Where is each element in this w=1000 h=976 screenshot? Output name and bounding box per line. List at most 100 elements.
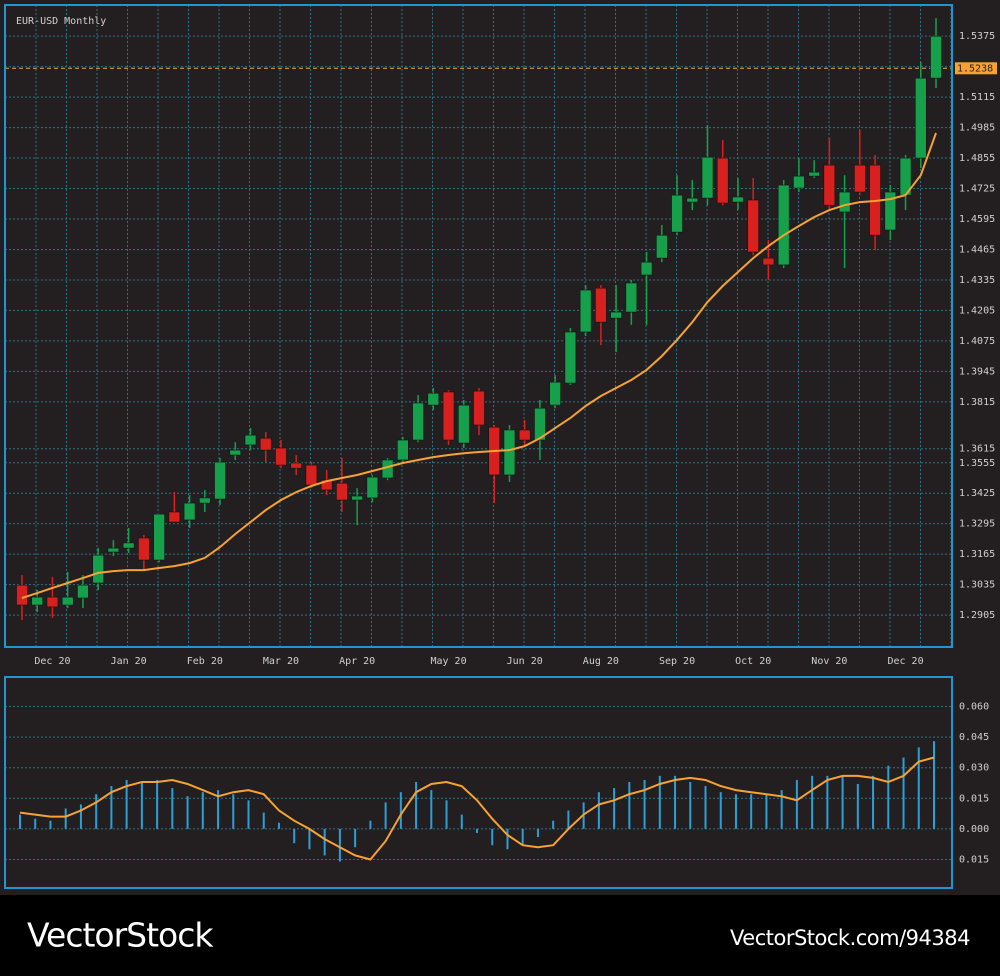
y-tick-label: 1.4725 — [959, 184, 995, 195]
oscillator-panel: 0.060 0.045 0.030 0.015 0.000 0.015 — [5, 702, 989, 865]
signal-line — [19, 756, 935, 861]
y-tick-label: 1.4335 — [959, 275, 995, 286]
moving_average-line — [21, 132, 937, 599]
y-tick-label: 1.5115 — [959, 92, 995, 103]
candle-body — [244, 434, 257, 446]
candle-body — [534, 407, 546, 441]
candle-body — [732, 196, 744, 203]
y-tick-label: 1.4205 — [959, 305, 995, 316]
histogram-bar — [430, 790, 433, 829]
histogram-bar — [521, 828, 524, 846]
histogram-bar — [826, 775, 829, 829]
histogram-bar — [384, 802, 387, 829]
candle-body — [793, 175, 805, 189]
histogram-bar — [780, 790, 783, 829]
histogram-bar — [643, 779, 646, 829]
histogram-bar — [917, 747, 920, 829]
histogram-bar — [156, 779, 159, 829]
candle-body — [61, 596, 74, 606]
y-tick-label: 0.030 — [959, 763, 989, 774]
histogram-bar — [79, 804, 82, 829]
histogram-bar — [171, 788, 174, 829]
y-tick-label: 1.4075 — [959, 336, 995, 347]
y-tick-label: 1.3555 — [959, 458, 995, 469]
histogram-bar — [856, 784, 859, 829]
y-tick-label: 1.3815 — [959, 397, 995, 408]
y-tick-label: 1.3945 — [959, 366, 995, 377]
candle-body — [138, 537, 150, 561]
candle-body — [275, 447, 287, 466]
candle-body — [31, 596, 44, 606]
footer-band — [0, 895, 1000, 976]
candle-body — [610, 311, 622, 319]
histogram-bar — [125, 779, 128, 829]
candle-body — [549, 381, 561, 406]
histogram-bar — [369, 820, 372, 829]
current-price-label: 1.5238 — [957, 63, 993, 74]
x-tick-label: Nov 20 — [811, 656, 847, 667]
candle-body — [92, 554, 104, 584]
y-tick-label: 1.3615 — [959, 444, 995, 455]
candle-body — [107, 547, 120, 553]
histogram-bar — [628, 781, 631, 829]
histogram-bar — [658, 775, 661, 829]
candle-body — [716, 157, 729, 204]
y-tick-label: 1.4855 — [959, 153, 995, 164]
histogram-bar — [491, 828, 494, 846]
candle-body — [168, 511, 181, 523]
histogram-bar — [902, 757, 905, 829]
histogram-bar — [201, 792, 204, 829]
candle-body — [595, 287, 607, 323]
histogram-bar — [689, 781, 692, 829]
candle-body — [914, 77, 927, 159]
candle-body — [838, 191, 851, 213]
x-tick-label: Mar 20 — [263, 656, 299, 667]
y-tick-label: 0.060 — [959, 702, 989, 713]
candle-body — [259, 437, 272, 451]
histogram-bar — [338, 828, 341, 862]
histogram-bar — [460, 814, 463, 829]
y-tick-label: 1.2905 — [959, 610, 995, 621]
x-tick-label: Feb 20 — [187, 656, 223, 667]
candle-body — [122, 542, 135, 549]
histogram-bar — [323, 828, 326, 856]
candle-body — [640, 261, 653, 276]
candle-body — [762, 257, 775, 266]
histogram-bar — [933, 741, 935, 829]
candle-body — [823, 164, 836, 206]
candle-body — [701, 156, 714, 199]
histogram-bar — [293, 828, 296, 844]
candle-body — [747, 199, 760, 253]
histogram-bar — [445, 800, 448, 829]
candle-body — [686, 197, 699, 203]
y-tick-label: 0.015 — [959, 793, 989, 804]
histogram-bar — [674, 775, 677, 829]
histogram-bar — [277, 822, 280, 829]
x-tick-label: May 20 — [430, 656, 466, 667]
histogram-bar — [186, 796, 189, 829]
candle-body — [183, 502, 196, 521]
histogram-bar — [110, 786, 113, 829]
candle-body — [457, 404, 470, 444]
candle-body — [290, 462, 303, 469]
histogram-bar — [719, 792, 722, 829]
y-tick-label: 1.3165 — [959, 549, 995, 560]
candle-body — [214, 461, 226, 500]
y-tick-label: 0.045 — [959, 732, 989, 743]
y-tick-label: 1.4595 — [959, 214, 995, 225]
candle-body — [777, 184, 790, 266]
candle-body — [808, 171, 820, 177]
y-tick-label: 1.4985 — [959, 123, 995, 134]
candle-body — [229, 449, 242, 456]
histogram-bar — [217, 790, 220, 829]
histogram-bar — [49, 820, 52, 829]
x-tick-label: Sep 20 — [659, 656, 695, 667]
candle-body — [397, 439, 409, 461]
histogram-bar — [597, 792, 600, 829]
histogram-bar — [140, 781, 143, 829]
price-panel: 1.53751.52451.51151.49851.48551.47251.45… — [5, 5, 997, 667]
candle-body — [671, 194, 683, 233]
y-tick-label: 1.4465 — [959, 244, 995, 255]
histogram-bar — [399, 792, 402, 829]
oscillator-frame — [4, 676, 953, 889]
